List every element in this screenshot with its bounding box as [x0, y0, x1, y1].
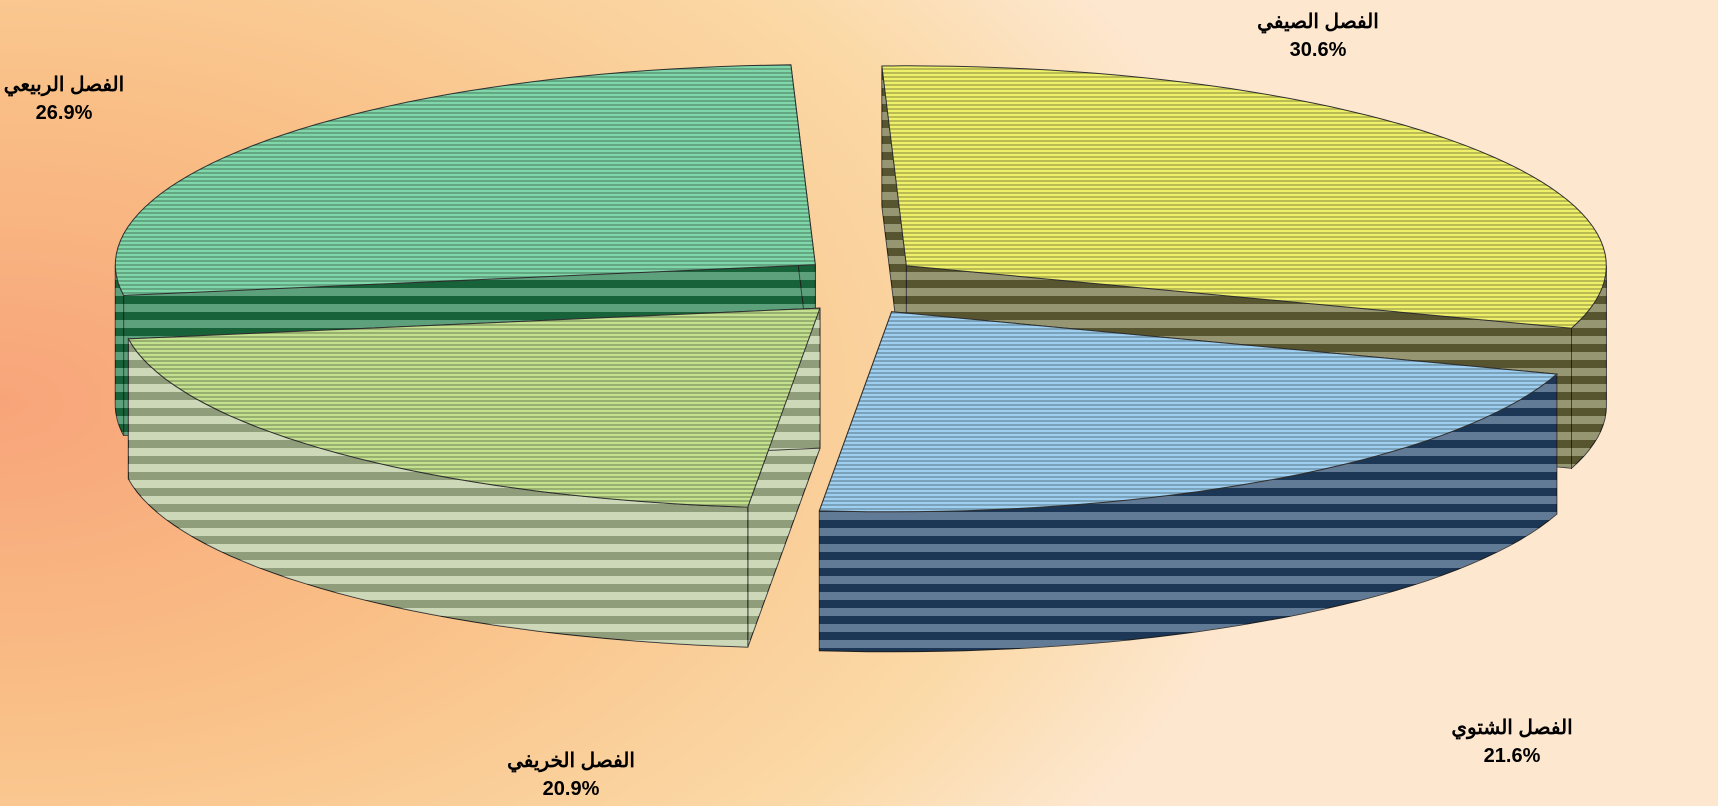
slice-top-stripes-winter	[819, 311, 1557, 512]
slice-label-value-summer: 30.6%	[1290, 39, 1347, 61]
labels-layer: الفصل الصيفي 30.6% الفصل الشتوي 21.6% الفصل …	[4, 11, 1573, 800]
slice-label-value-spring: 26.9%	[36, 102, 93, 124]
slice-label-name-summer: الفصل الصيفي	[1257, 11, 1379, 34]
pie-slice-winter	[818, 311, 1558, 653]
slice-wall-stripes-autumn	[128, 338, 748, 648]
slice-label-value-autumn: 20.9%	[543, 778, 600, 800]
slice-label-name-autumn: الفصل الخريفي	[507, 750, 635, 773]
slice-label-name-winter: الفصل الشتوي	[1451, 717, 1572, 740]
slice-wall-stripes-spring	[115, 264, 124, 436]
slice-wall-stripes-summer	[1571, 265, 1607, 469]
slice-label-name-spring: الفصل الربيعي	[4, 74, 124, 97]
slice-label-value-winter: 21.6%	[1484, 745, 1541, 767]
pie-slice-autumn	[127, 307, 821, 648]
pie-slice-summer	[881, 65, 1607, 470]
slice-top-stripes-summer	[881, 65, 1607, 329]
slices-layer	[114, 64, 1607, 653]
slice-top-stripes-spring	[115, 64, 816, 296]
slice-wall-stripes-winter	[819, 374, 1557, 652]
slice-top-stripes-autumn	[128, 308, 820, 508]
